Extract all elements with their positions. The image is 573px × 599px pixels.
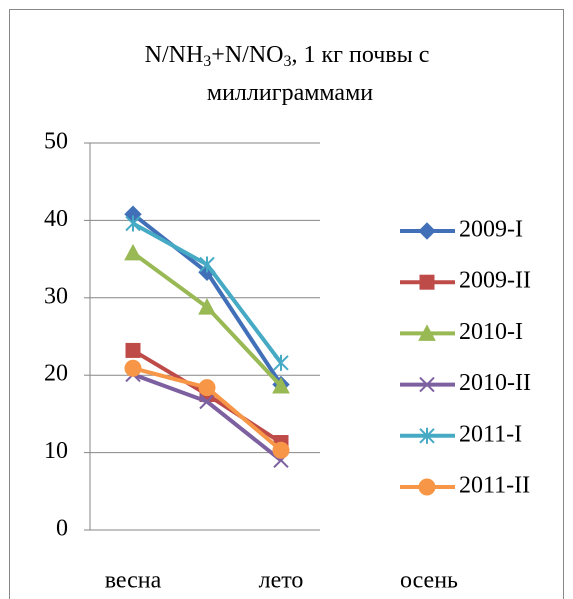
legend-marker: [419, 376, 435, 393]
y-tick-label: 50: [44, 129, 68, 155]
legend-label: 2010-II: [459, 370, 531, 396]
y-tick-label: 0: [56, 516, 68, 542]
marker: [198, 298, 216, 315]
legend-label: 2009-I: [459, 217, 523, 243]
legend-marker: [418, 222, 436, 240]
legend-marker: [418, 324, 436, 341]
legend-label: 2011-I: [459, 421, 522, 447]
marker: [124, 243, 142, 261]
legend-label: 2009-II: [459, 268, 531, 294]
marker: [125, 342, 141, 358]
marker: [272, 441, 290, 459]
x-tick-label: осень: [400, 568, 458, 594]
marker: [199, 256, 215, 273]
legend-marker: [419, 274, 435, 290]
marker: [273, 354, 289, 371]
y-tick-label: 20: [44, 361, 68, 387]
x-tick-label: лето: [259, 568, 304, 594]
legend-label: 2010-I: [459, 319, 523, 345]
y-tick-label: 30: [44, 283, 68, 309]
marker: [272, 376, 290, 394]
marker: [125, 215, 141, 232]
chart-border: [9, 9, 564, 599]
x-tick-label: весна: [105, 568, 162, 594]
legend-marker: [419, 427, 435, 444]
marker: [124, 359, 142, 377]
marker: [198, 379, 216, 397]
legend-marker: [418, 478, 436, 496]
chart-title: N/NH3+N/NO3, 1 кг почвы с миллиграммами: [145, 42, 436, 106]
y-tick-label: 10: [44, 438, 68, 464]
legend-label: 2011-II: [459, 473, 530, 499]
marker: [199, 393, 215, 410]
y-tick-label: 40: [44, 206, 68, 232]
